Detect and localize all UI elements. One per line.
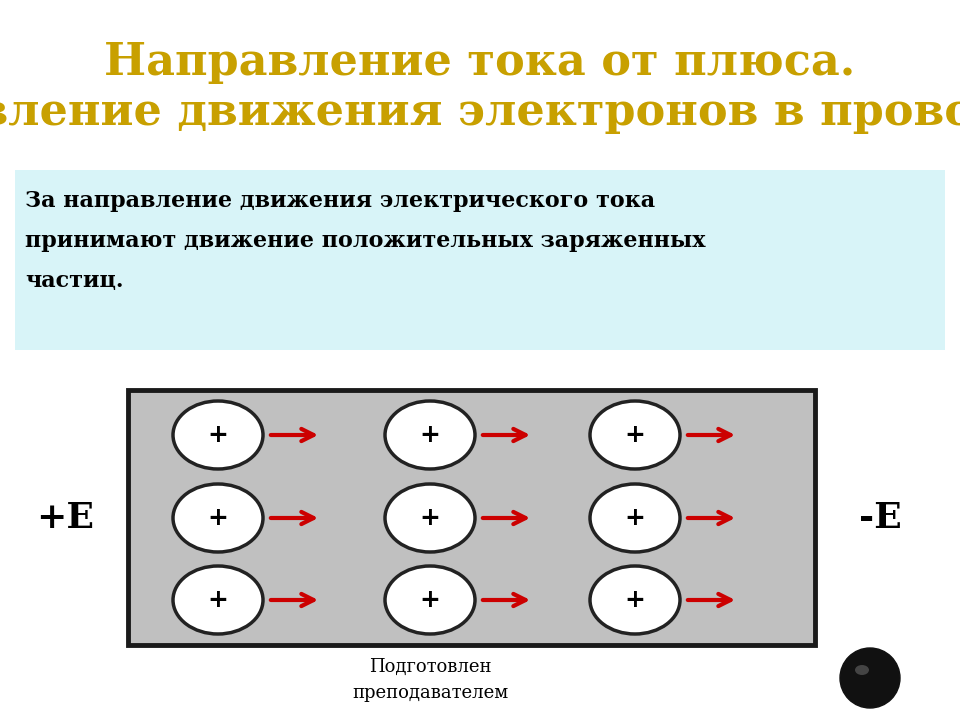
Text: За направление движения электрического тока: За направление движения электрического т… (25, 190, 655, 212)
Text: +: + (207, 506, 228, 530)
Ellipse shape (173, 566, 263, 634)
Ellipse shape (855, 665, 869, 675)
Text: Направление тока от плюса.: Направление тока от плюса. (105, 40, 855, 84)
Circle shape (840, 648, 900, 708)
Ellipse shape (385, 566, 475, 634)
Text: принимают движение положительных заряженных: принимают движение положительных заряжен… (25, 230, 706, 252)
Text: -E: -E (858, 500, 901, 534)
Text: +: + (625, 588, 645, 612)
FancyBboxPatch shape (15, 170, 945, 350)
Ellipse shape (590, 401, 680, 469)
Text: +: + (625, 423, 645, 447)
Text: +: + (420, 506, 441, 530)
Ellipse shape (385, 484, 475, 552)
Ellipse shape (590, 484, 680, 552)
Ellipse shape (173, 484, 263, 552)
Text: +E: +E (36, 500, 94, 534)
Text: +: + (420, 588, 441, 612)
Text: +: + (207, 423, 228, 447)
Bar (128, 390, 815, 645)
Text: +: + (420, 423, 441, 447)
Ellipse shape (173, 401, 263, 469)
Ellipse shape (590, 566, 680, 634)
Text: Подготовлен
преподавателем: Подготовлен преподавателем (352, 658, 508, 702)
Text: +: + (625, 506, 645, 530)
Text: частиц.: частиц. (25, 270, 124, 292)
Text: +: + (207, 588, 228, 612)
Text: Направление движения электронов в проводнике.: Направление движения электронов в провод… (0, 91, 960, 133)
Ellipse shape (385, 401, 475, 469)
